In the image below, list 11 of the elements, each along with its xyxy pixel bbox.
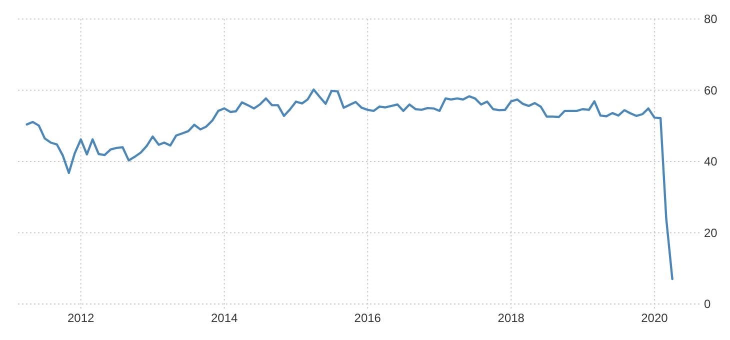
x-tick-label: 2012 (67, 311, 94, 325)
x-tick-label: 2020 (641, 311, 668, 325)
x-tick-label: 2014 (210, 311, 238, 325)
x-tick-label: 2016 (354, 311, 382, 325)
y-tick-label: 40 (704, 154, 718, 169)
y-tick-label: 0 (704, 297, 711, 312)
line-series (26, 88, 674, 280)
y-tick-label: 80 (704, 12, 718, 26)
y-tick-label: 20 (704, 226, 718, 240)
x-tick-label: 2018 (498, 311, 525, 325)
y-tick-label: 60 (704, 83, 718, 98)
